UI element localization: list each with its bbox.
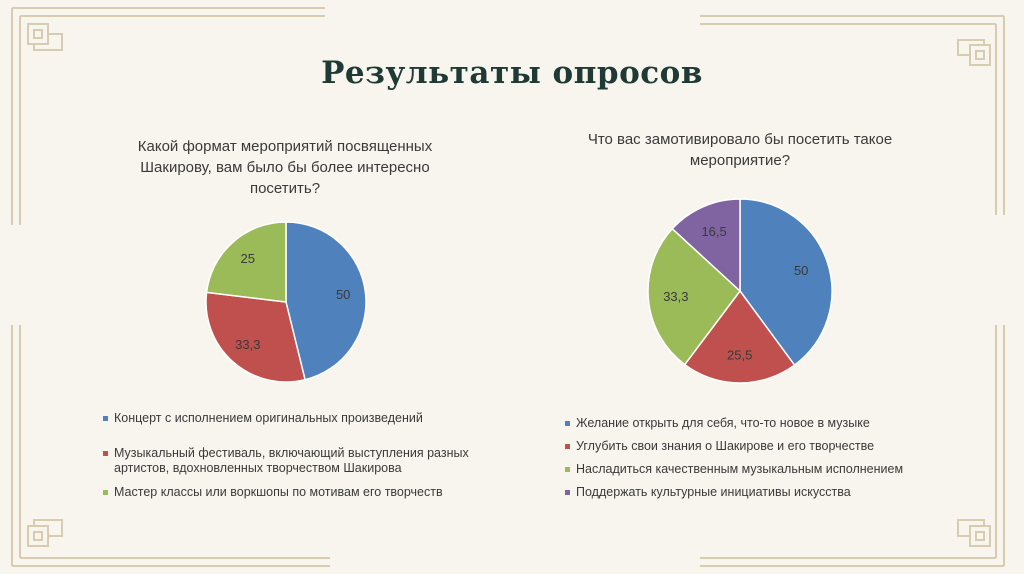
slide-title: Результаты опросов [321, 55, 703, 91]
chart-1-legend-label-2: Музыкальный фестиваль, включающий выступ… [114, 446, 469, 475]
pie-2-slice-2 [683, 289, 796, 384]
chart-2-legend: Желание открыть для себя, что-то новое в… [565, 416, 965, 508]
chart-1-legend-item-1: Концерт с исполнением оригинальных произ… [103, 411, 493, 426]
chart-2-legend-swatch-1 [565, 421, 570, 426]
chart-1-legend-item-3: Мастер классы или воркшопы по мотивам ег… [103, 485, 493, 500]
pie-chart-1: 50 33,3 25 [205, 221, 367, 383]
chart-2-legend-item-3: Насладиться качественным музыкальным исп… [565, 462, 965, 477]
chart-2-legend-item-4: Поддержать культурные инициативы искусст… [565, 485, 965, 500]
pie-2-data-label-3: 33,3 [663, 289, 688, 304]
pie-2-slice-3 [647, 227, 742, 366]
chart-1-legend: Концерт с исполнением оригинальных произ… [103, 411, 493, 500]
chart-1-legend-label-3: Мастер классы или воркшопы по мотивам ег… [114, 485, 443, 499]
pie-2-data-label-4: 16,5 [701, 224, 726, 239]
pie-1-slice-2 [205, 291, 306, 383]
pie-1-data-label-3: 25 [241, 251, 255, 266]
pie-2-data-label-1: 50 [794, 263, 808, 278]
chart-2-legend-label-3: Насладиться качественным музыкальным исп… [576, 462, 904, 476]
chart-2-legend-item-1: Желание открыть для себя, что-то новое в… [565, 416, 965, 431]
chart-2-legend-item-2: Углубить свои знания о Шакирове и его тв… [565, 439, 965, 454]
pie-2-slice-1 [739, 198, 833, 367]
chart-1-legend-swatch-3 [103, 490, 108, 495]
pie-1-data-label-1: 50 [336, 287, 350, 302]
pie-2-slice-4 [671, 198, 741, 293]
pie-1-data-label-2: 33,3 [235, 337, 260, 352]
chart-2-legend-swatch-2 [565, 444, 570, 449]
pie-2-data-label-2: 25,5 [727, 347, 752, 362]
pie-chart-2: 50 25,5 33,3 16,5 [647, 198, 833, 384]
chart-1-title: Какой формат мероприятий посвященных Шак… [137, 138, 433, 197]
chart-2-legend-label-2: Углубить свои знания о Шакирове и его тв… [576, 439, 875, 453]
chart-2-legend-swatch-4 [565, 490, 570, 495]
chart-2-legend-label-1: Желание открыть для себя, что-то новое в… [576, 416, 870, 430]
chart-1-legend-swatch-2 [103, 451, 108, 456]
pie-1-slice-1 [285, 221, 367, 381]
pie-1-slice-3 [205, 221, 287, 303]
chart-2-legend-label-4: Поддержать культурные инициативы искусст… [576, 485, 851, 499]
chart-2-legend-swatch-3 [565, 467, 570, 472]
chart-1-legend-label-1: Концерт с исполнением оригинальных произ… [114, 411, 423, 425]
chart-1-legend-swatch-1 [103, 416, 108, 421]
chart-2-title: Что вас замотивировало бы посетить такое… [587, 131, 893, 169]
chart-1-legend-item-2: Музыкальный фестиваль, включающий выступ… [103, 446, 493, 476]
